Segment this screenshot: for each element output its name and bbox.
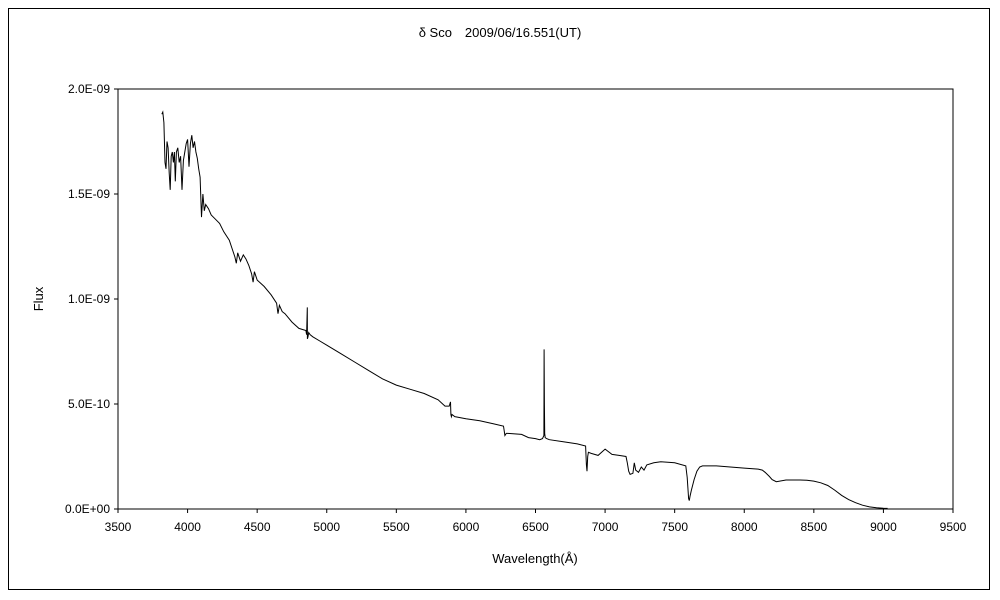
x-tick-label: 5500 <box>383 520 410 534</box>
series-line <box>161 110 888 509</box>
y-tick-label: 1.5E-09 <box>68 187 110 201</box>
x-tick-label: 7500 <box>661 520 688 534</box>
chart-title: δ Sco 2009/06/16.551(UT) <box>419 25 582 40</box>
y-axis-title: Flux <box>31 286 46 311</box>
plot-area <box>117 88 954 510</box>
y-axis: 0.0E+00 5.0E-10 1.0E-09 1.5E-09 2.0E-09 <box>65 82 118 516</box>
x-tick-label: 6000 <box>453 520 480 534</box>
x-tick-label: 5000 <box>313 520 340 534</box>
x-axis-title: Wavelength(Å) <box>492 551 578 566</box>
x-tick-label: 4000 <box>174 520 201 534</box>
x-tick-label: 9000 <box>870 520 897 534</box>
x-tick-label: 9500 <box>940 520 967 534</box>
y-tick-label: 1.0E-09 <box>68 292 110 306</box>
x-tick-label: 8500 <box>800 520 827 534</box>
y-tick-label: 0.0E+00 <box>65 502 110 516</box>
x-tick-label: 4500 <box>244 520 271 534</box>
x-tick-label: 3500 <box>105 520 132 534</box>
y-tick-label: 2.0E-09 <box>68 82 110 96</box>
x-tick-label: 7000 <box>592 520 619 534</box>
x-axis: 3500 4000 4500 5000 5500 6000 6500 7000 7500 8000… <box>105 509 967 534</box>
x-tick-label: 8000 <box>731 520 758 534</box>
chart-frame <box>8 8 990 590</box>
x-tick-label: 6500 <box>522 520 549 534</box>
y-tick-label: 5.0E-10 <box>68 397 110 411</box>
